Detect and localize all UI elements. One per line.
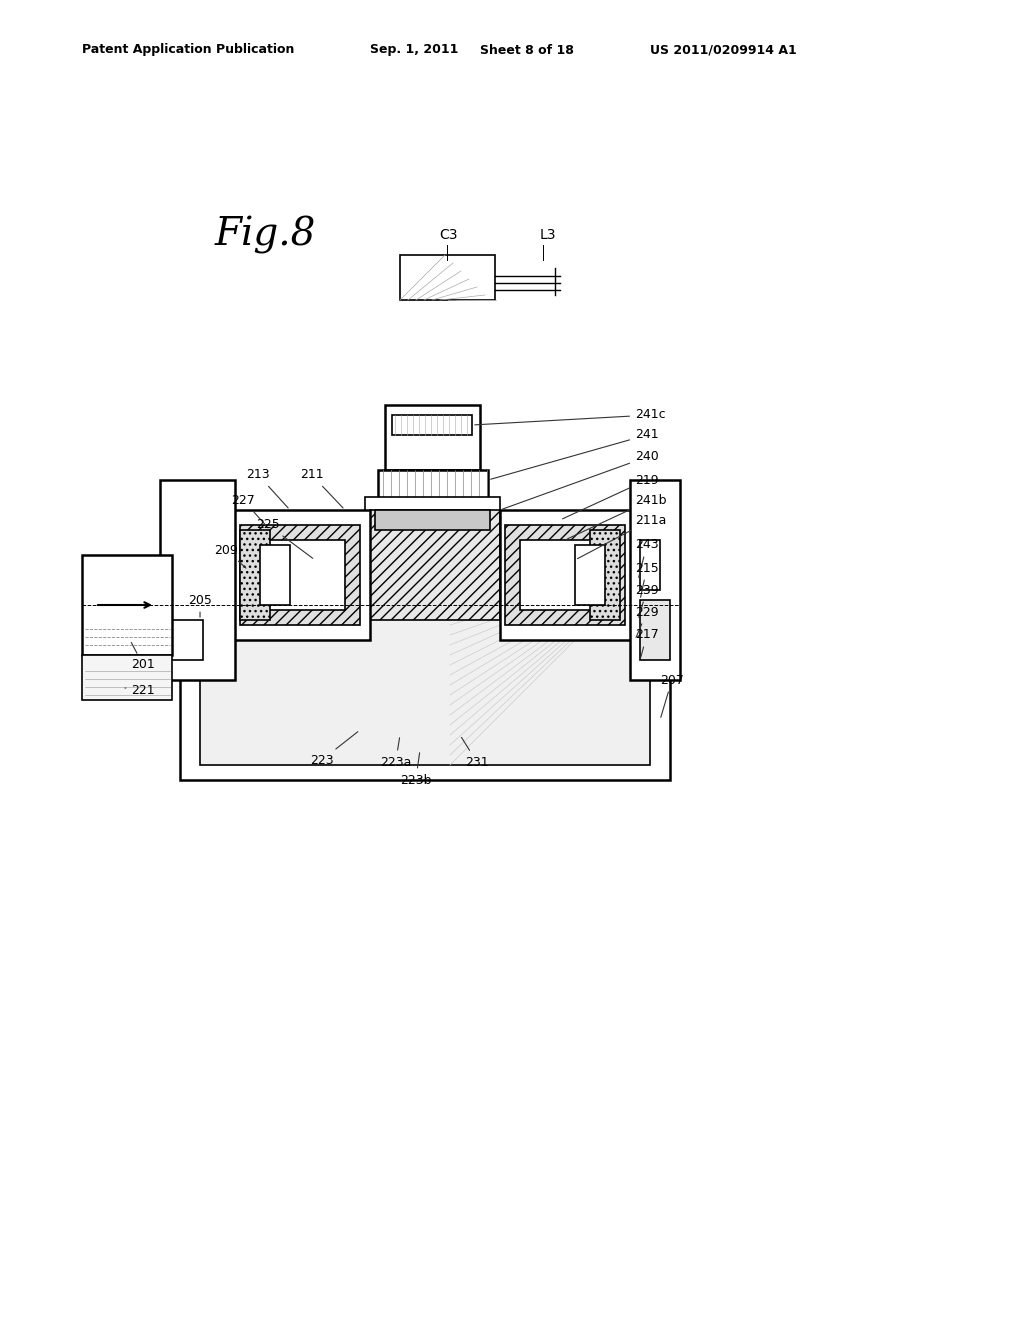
Text: 213: 213 (247, 469, 288, 508)
Text: 240: 240 (503, 450, 658, 510)
Bar (392, 414, 472, 436)
Bar (375, 510, 490, 531)
Bar (500, 510, 640, 640)
Bar (520, 540, 600, 610)
Bar (160, 480, 234, 680)
Text: 223: 223 (310, 731, 357, 767)
Text: 205: 205 (188, 594, 212, 618)
Text: 227: 227 (231, 494, 268, 528)
Bar (370, 510, 500, 620)
Text: 219: 219 (562, 474, 658, 519)
Text: 231: 231 (462, 738, 488, 768)
Bar (395, 470, 470, 475)
Bar (630, 480, 680, 680)
Text: 209: 209 (214, 544, 246, 568)
Text: C3: C3 (438, 228, 458, 242)
Text: Fig.8: Fig.8 (215, 216, 316, 253)
Text: 241: 241 (490, 429, 658, 479)
Bar (230, 510, 370, 640)
Bar (82, 554, 172, 655)
Bar (260, 545, 290, 605)
Bar (590, 531, 620, 620)
Bar (640, 601, 670, 660)
Text: 241b: 241b (567, 494, 667, 539)
Text: 201: 201 (131, 643, 155, 672)
Bar (240, 531, 270, 620)
Text: 243: 243 (635, 539, 658, 577)
Text: 211a: 211a (578, 513, 667, 558)
Text: 217: 217 (635, 628, 658, 657)
Bar (400, 255, 495, 300)
Bar (180, 550, 670, 780)
Text: 239: 239 (635, 583, 658, 618)
Text: 223b: 223b (400, 752, 431, 787)
Text: 221: 221 (125, 684, 155, 697)
Bar (163, 620, 203, 660)
Bar (378, 470, 488, 500)
Text: Sep. 1, 2011: Sep. 1, 2011 (370, 44, 459, 57)
Bar (640, 540, 660, 590)
Text: L3: L3 (540, 228, 556, 242)
Text: 241c: 241c (475, 408, 666, 425)
Text: 207: 207 (660, 673, 684, 717)
Bar (82, 655, 172, 700)
Text: US 2011/0209914 A1: US 2011/0209914 A1 (650, 44, 797, 57)
Text: 229: 229 (635, 606, 658, 638)
Text: 223a: 223a (380, 738, 412, 768)
Text: 215: 215 (635, 561, 658, 597)
Bar (365, 498, 500, 512)
Bar (575, 545, 605, 605)
Bar (200, 565, 650, 766)
Bar (505, 525, 625, 624)
Bar (240, 525, 360, 624)
Text: Sheet 8 of 18: Sheet 8 of 18 (480, 44, 573, 57)
Text: Patent Application Publication: Patent Application Publication (82, 44, 294, 57)
Bar (255, 540, 345, 610)
Text: 225: 225 (256, 519, 312, 558)
Bar (385, 405, 480, 470)
Text: 211: 211 (300, 469, 343, 508)
